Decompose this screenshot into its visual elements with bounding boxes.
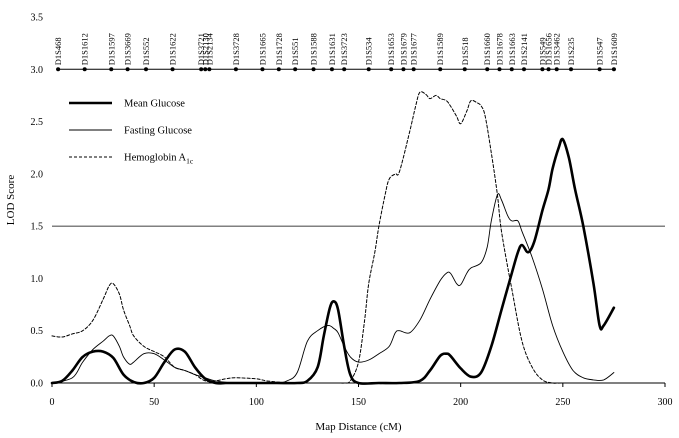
- marker-label: D1S1631: [327, 33, 337, 65]
- marker-label: D1S1677: [409, 33, 419, 65]
- marker-label: D1S547: [595, 37, 605, 65]
- x-tick-label: 150: [351, 397, 366, 408]
- x-tick-label: 200: [453, 397, 468, 408]
- legend: Mean Glucose Fasting Glucose Hemoglobin A1…: [69, 99, 194, 166]
- y-tick-label: 0.5: [31, 326, 44, 337]
- marker-label: D1S1612: [80, 33, 90, 65]
- marker-label: D1S534: [364, 37, 374, 66]
- marker-label: D1S1656: [544, 33, 554, 65]
- marker-dot: [199, 67, 204, 72]
- marker-dot: [485, 67, 490, 72]
- marker-label: D1S2130: [200, 33, 210, 65]
- marker-dot: [389, 67, 394, 72]
- marker-dot: [438, 67, 443, 72]
- legend-label: Mean Glucose: [124, 99, 185, 110]
- marker-dot: [597, 67, 602, 72]
- marker-dot: [170, 67, 175, 72]
- marker-label: D1S3462: [552, 33, 562, 65]
- marker-dot: [509, 67, 514, 72]
- marker-label: D1S3728: [231, 33, 241, 65]
- marker-dot: [109, 67, 114, 72]
- marker-label: D1S1609: [609, 33, 619, 65]
- marker-dot: [293, 67, 298, 72]
- series-line-hemoglobin-a1c: [51, 91, 605, 384]
- marker-dot: [82, 67, 87, 72]
- marker-label: D1S1597: [106, 33, 116, 65]
- y-tick-label: 2.0: [31, 169, 44, 180]
- series-layer: [50, 91, 616, 385]
- marker-dot: [233, 67, 238, 72]
- marker-dot: [366, 67, 371, 72]
- marker-dot: [462, 67, 467, 72]
- marker-dot: [411, 67, 416, 72]
- marker-label: D1S1660: [482, 33, 492, 65]
- marker-dot: [260, 67, 265, 72]
- y-tick-label: 2.5: [31, 117, 44, 128]
- x-tick-label: 0: [50, 397, 55, 408]
- marker-dot: [203, 67, 208, 72]
- x-tick-label: 300: [658, 397, 673, 408]
- series-line-fasting-glucose: [51, 193, 615, 384]
- marker-label: D1S1728: [274, 33, 284, 65]
- marker-dot: [311, 67, 316, 72]
- marker-label: D1S3723: [339, 33, 349, 65]
- x-tick-label: 250: [555, 397, 570, 408]
- series-line-mean-glucose: [50, 137, 616, 385]
- marker-dot: [611, 67, 616, 72]
- marker-label: D1S468: [53, 37, 63, 65]
- marker-label: D1S2141: [519, 33, 529, 65]
- marker-label: D1S1665: [257, 33, 267, 65]
- y-tick-label: 3.0: [31, 65, 44, 76]
- marker-label: D1S1622: [168, 33, 178, 65]
- marker-dot: [522, 67, 527, 72]
- marker-label: D1S1679: [398, 33, 408, 65]
- marker-dot: [276, 67, 281, 72]
- y-axis-title: LOD Score: [5, 175, 17, 226]
- marker-dot: [56, 67, 61, 72]
- y-tick-label: 0.0: [31, 379, 44, 390]
- marker-dot: [125, 67, 130, 72]
- marker-label: D1S235: [566, 37, 576, 65]
- marker-label: D1S1663: [507, 33, 517, 65]
- marker-label: D1S1589: [435, 33, 445, 65]
- marker-label: D1S2134: [204, 32, 214, 65]
- marker-dot: [207, 67, 212, 72]
- marker-dot: [329, 67, 334, 72]
- marker-label: D1S3721: [196, 33, 206, 65]
- marker-label: D1S3669: [123, 33, 133, 65]
- legend-label: Fasting Glucose: [124, 126, 192, 137]
- marker-row: D1S468 D1S1612 D1S1597 D1S3669 D1S552 D1S1622…: [53, 32, 619, 72]
- x-tick-label: 100: [249, 397, 264, 408]
- marker-dot: [546, 67, 551, 72]
- marker-dot: [569, 67, 574, 72]
- marker-dot: [143, 67, 148, 72]
- marker-label: D1S1653: [386, 33, 396, 65]
- marker-label: D1S549: [537, 37, 547, 65]
- y-tick-label: 1.0: [31, 274, 44, 285]
- marker-dot: [540, 67, 545, 72]
- marker-label: D1S551: [290, 37, 300, 65]
- marker-label: D1S518: [460, 37, 470, 65]
- marker-dot: [554, 67, 559, 72]
- marker-label: D1S1678: [494, 33, 504, 65]
- marker-label: D1S1588: [309, 33, 319, 65]
- marker-dot: [342, 67, 347, 72]
- marker-dot: [497, 67, 502, 72]
- marker-dot: [401, 67, 406, 72]
- y-tick-label: 1.5: [31, 222, 44, 233]
- legend-label: Hemoglobin A1c: [124, 153, 194, 166]
- y-tick-label: 3.5: [31, 13, 44, 24]
- x-tick-label: 50: [149, 397, 159, 408]
- axes: 0 50 100 150 200 250 300 0.0 0.5 1.0 1.5 2.0 2.5 3.0 3…: [31, 13, 673, 409]
- marker-label: D1S552: [141, 37, 151, 65]
- x-axis-title: Map Distance (cM): [315, 421, 401, 433]
